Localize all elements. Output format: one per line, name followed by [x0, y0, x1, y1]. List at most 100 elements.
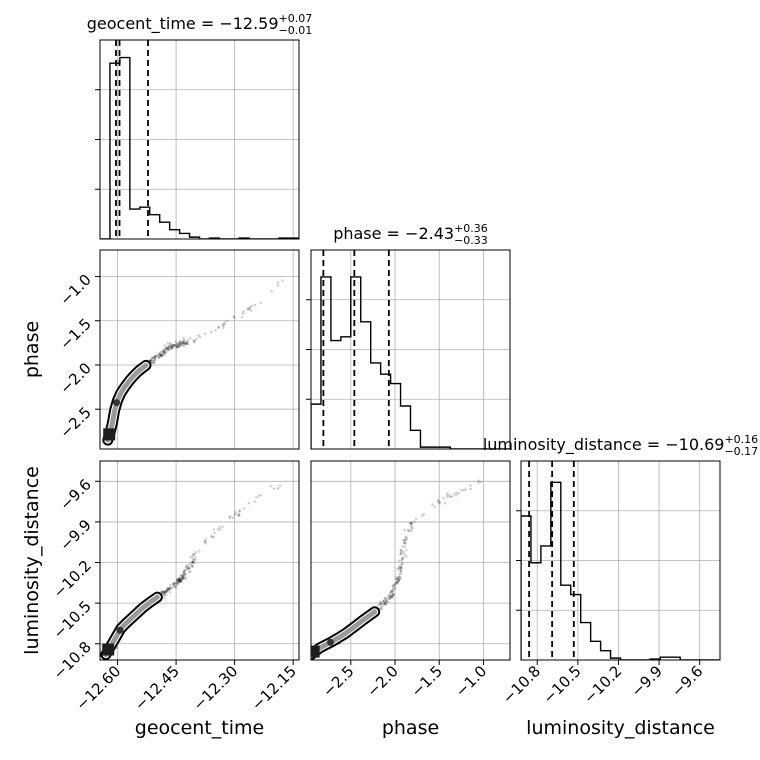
- sample-point: [397, 559, 401, 563]
- sample-point: [182, 336, 185, 340]
- sample-point: [172, 344, 176, 347]
- sample-point: [203, 332, 207, 335]
- sample-point: [181, 576, 185, 580]
- sample-point: [152, 356, 156, 360]
- sample-point: [253, 500, 257, 503]
- sample-point: [167, 345, 171, 348]
- sample-point: [231, 516, 235, 520]
- sample-point: [455, 491, 458, 494]
- x-tick-label: −12.15: [248, 662, 300, 714]
- sample-point: [149, 358, 153, 362]
- sample-point: [269, 484, 273, 488]
- sample-point: [162, 349, 166, 353]
- sample-point: [171, 582, 175, 586]
- sample-point: [403, 528, 407, 532]
- sample-point: [409, 522, 413, 526]
- title-upper-error: +0.16: [724, 433, 758, 446]
- sample-point: [168, 586, 172, 590]
- panel-hist-geocent_time: [95, 39, 300, 240]
- sample-point: [189, 555, 192, 559]
- sample-point: [383, 602, 387, 606]
- sample-point: [160, 353, 163, 357]
- sample-point: [228, 515, 232, 519]
- sample-point: [400, 562, 404, 566]
- sample-point: [197, 549, 201, 553]
- sample-point: [218, 528, 222, 531]
- sample-point: [237, 514, 241, 518]
- sample-point: [197, 334, 200, 337]
- panel-scatter-luminosity_distance-vs-geocent_time: [99, 460, 300, 661]
- sample-point: [187, 564, 190, 567]
- sample-point: [161, 591, 165, 594]
- sample-point: [162, 353, 166, 357]
- sample-point: [410, 527, 414, 531]
- sample-point: [178, 578, 182, 582]
- sample-point: [248, 306, 252, 310]
- sample-point: [403, 538, 407, 542]
- sample-point: [165, 346, 168, 350]
- sample-point: [420, 514, 424, 517]
- sample-point: [160, 354, 164, 358]
- sample-point: [190, 565, 194, 568]
- sample-point: [181, 340, 184, 343]
- sample-point: [390, 593, 394, 597]
- sample-point: [384, 598, 388, 601]
- x-tick-label: −9.6: [668, 662, 706, 700]
- sample-point: [187, 566, 191, 570]
- sample-point: [396, 580, 400, 583]
- sample-point: [380, 605, 383, 609]
- sample-point: [186, 342, 190, 346]
- sample-point: [171, 345, 174, 348]
- sample-point: [181, 577, 184, 580]
- sample-point: [217, 325, 220, 329]
- sample-point: [152, 361, 155, 365]
- histogram-step-line: [100, 56, 299, 239]
- sample-point: [237, 513, 240, 516]
- sample-point: [167, 344, 171, 348]
- sample-point: [382, 600, 386, 604]
- sample-point: [174, 586, 178, 589]
- x-tick-label: −9.9: [627, 662, 665, 700]
- sample-point: [179, 342, 183, 346]
- sample-point: [168, 342, 172, 345]
- sample-point: [384, 603, 387, 606]
- sample-point: [178, 577, 181, 580]
- sample-point: [179, 579, 182, 583]
- sample-point: [186, 339, 190, 342]
- sample-point: [163, 591, 167, 595]
- sample-point: [184, 573, 187, 576]
- sample-point: [380, 607, 383, 611]
- sample-point: [164, 593, 168, 597]
- sample-point: [400, 557, 404, 561]
- sample-point: [384, 602, 388, 605]
- sample-point: [410, 521, 414, 524]
- sample-point: [163, 591, 167, 594]
- sample-point: [401, 556, 405, 560]
- sample-point: [384, 596, 387, 600]
- sample-point: [176, 342, 179, 346]
- sample-point: [387, 595, 390, 598]
- histogram-step-line: [521, 481, 720, 660]
- title-value: phase = −2.43: [333, 224, 454, 243]
- sample-point: [177, 578, 181, 582]
- sample-point: [189, 570, 192, 573]
- sample-point: [410, 522, 414, 526]
- sample-point: [255, 496, 258, 499]
- sample-point: [168, 590, 172, 594]
- sample-point: [177, 580, 181, 584]
- sample-point: [452, 492, 456, 496]
- sample-point: [182, 574, 186, 578]
- sample-point: [179, 579, 183, 583]
- sample-point: [167, 347, 170, 351]
- sample-point: [167, 588, 171, 591]
- y-tick-label: −10.5: [50, 597, 95, 642]
- sample-point: [234, 511, 238, 514]
- sample-point: [399, 552, 403, 555]
- sample-point: [383, 602, 387, 605]
- sample-point: [153, 356, 157, 359]
- sample-point: [177, 344, 181, 347]
- sample-point: [176, 345, 180, 349]
- samples-geocent_time-phase: [102, 279, 284, 446]
- sample-point: [184, 572, 187, 576]
- sample-point: [162, 590, 165, 594]
